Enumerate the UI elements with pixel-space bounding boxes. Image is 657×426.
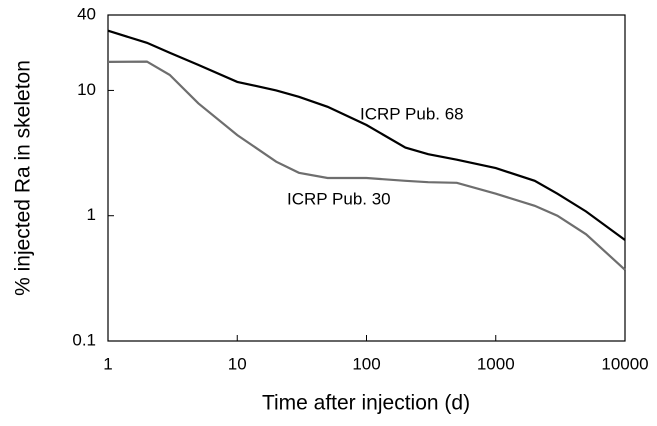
y-tick-label: 0.1 [72, 330, 96, 349]
x-tick-label: 1 [103, 354, 112, 373]
series-line [107, 60, 626, 271]
y-axis-title: % injected Ra in skeleton [12, 60, 35, 296]
x-tick-label: 10000 [601, 354, 648, 373]
x-tick-label: 10 [228, 354, 247, 373]
series-label: ICRP Pub. 30 [287, 189, 391, 208]
x-tick-label: 100 [352, 354, 380, 373]
x-tick-label: 1000 [477, 354, 515, 373]
y-tick-label: 40 [77, 4, 96, 23]
series-label: ICRP Pub. 68 [360, 104, 464, 123]
series-line [107, 29, 626, 241]
y-tick-label: 1 [87, 205, 96, 224]
x-axis-title: Time after injection (d) [262, 392, 470, 415]
y-tick-label: 10 [77, 80, 96, 99]
